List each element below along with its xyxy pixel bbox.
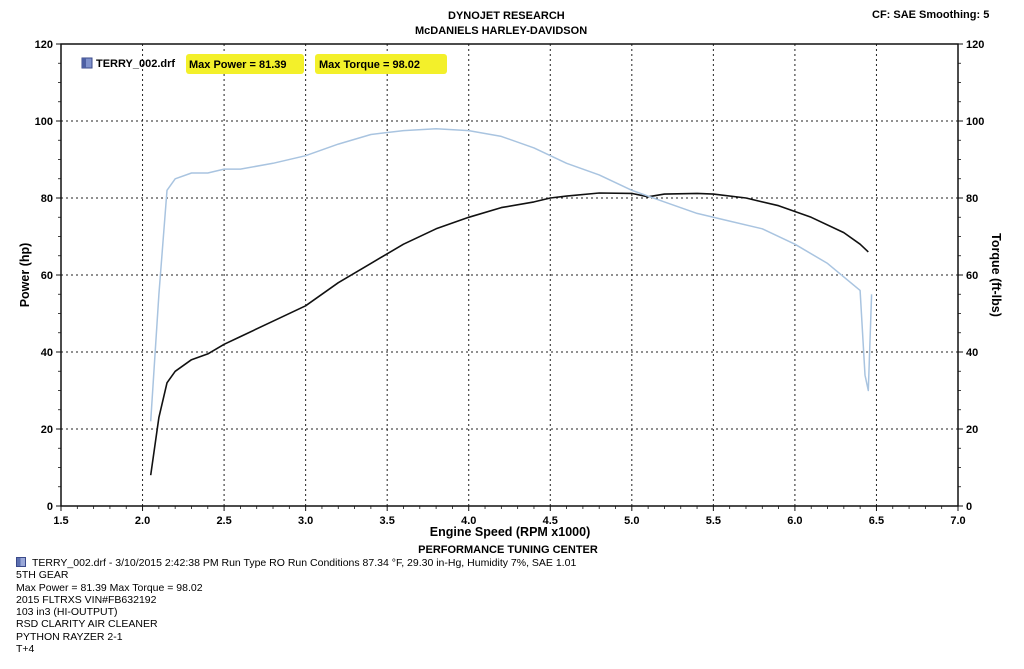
x-tick-label: 3.0 — [298, 515, 313, 527]
run-note: PYTHON RAYZER 2-1 — [16, 631, 716, 643]
legend-run-icon-shade — [82, 58, 86, 68]
legend-run-name: TERRY_002.drf — [96, 58, 175, 70]
x-tick-label: 2.5 — [216, 515, 231, 527]
power-series-line — [151, 193, 869, 475]
run-file-icon — [16, 557, 26, 567]
run-note: T+4 — [16, 643, 716, 655]
x-tick-label: 5.0 — [624, 515, 639, 527]
x-tick-label: 5.5 — [706, 515, 721, 527]
footer-title: PERFORMANCE TUNING CENTER — [418, 544, 598, 556]
y2-tick-label: 100 — [966, 116, 984, 128]
legend-max-torque: Max Torque = 98.02 — [319, 59, 420, 71]
grid-lines — [61, 44, 958, 506]
y2-tick-label: 40 — [966, 347, 978, 359]
y-tick-label: 100 — [35, 116, 53, 128]
plot-frame — [61, 44, 958, 506]
y2-tick-label: 0 — [966, 501, 972, 513]
y2-tick-label: 60 — [966, 270, 978, 282]
y2-tick-label: 80 — [966, 193, 978, 205]
run-note: 103 in3 (HI-OUTPUT) — [16, 606, 716, 618]
run-info-line: TERRY_002.drf - 3/10/2015 2:42:38 PM Run… — [16, 557, 716, 569]
y-axis-tick-labels: 0 20 40 60 80 100 120 — [35, 39, 53, 513]
x-tick-label: 1.5 — [53, 515, 68, 527]
run-note: Max Power = 81.39 Max Torque = 98.02 — [16, 582, 716, 594]
y-axis-label: Power (hp) — [18, 243, 32, 308]
dyno-chart: 1.5 2.0 2.5 3.0 3.5 4.0 4.5 5.0 5.5 6.0 6.5 7.0 020… — [0, 0, 1024, 560]
run-note: RSD CLARITY AIR CLEANER — [16, 618, 716, 630]
run-note: 2015 FLTRXS VIN#FB632192 — [16, 594, 716, 606]
axis-ticks — [56, 44, 963, 511]
run-note: 5TH GEAR — [16, 569, 716, 581]
series-layer — [151, 129, 872, 476]
y-tick-label: 80 — [41, 193, 53, 205]
legend: TERRY_002.drf Max Power = 81.39 Max Torq… — [82, 54, 447, 74]
x-tick-label: 3.5 — [380, 515, 395, 527]
y2-tick-label: 20 — [966, 424, 978, 436]
y-tick-label: 0 — [47, 501, 53, 513]
y-tick-label: 120 — [35, 39, 53, 51]
run-info-text: TERRY_002.drf - 3/10/2015 2:42:38 PM Run… — [32, 557, 576, 569]
y2-axis-label: Torque (ft-lbs) — [989, 233, 1003, 317]
x-tick-label: 2.0 — [135, 515, 150, 527]
y-tick-label: 20 — [41, 424, 53, 436]
x-tick-label: 7.0 — [950, 515, 965, 527]
run-info-block: TERRY_002.drf - 3/10/2015 2:42:38 PM Run… — [16, 557, 716, 655]
y2-axis-tick-labels: 0 20 40 60 80 100 120 — [966, 39, 984, 513]
legend-max-power: Max Power = 81.39 — [189, 59, 287, 71]
x-axis-label: Engine Speed (RPM x1000) — [430, 525, 590, 539]
y-tick-label: 40 — [41, 347, 53, 359]
y-tick-label: 60 — [41, 270, 53, 282]
x-tick-label: 6.5 — [869, 515, 884, 527]
x-tick-label: 6.0 — [787, 515, 802, 527]
y2-tick-label: 120 — [966, 39, 984, 51]
